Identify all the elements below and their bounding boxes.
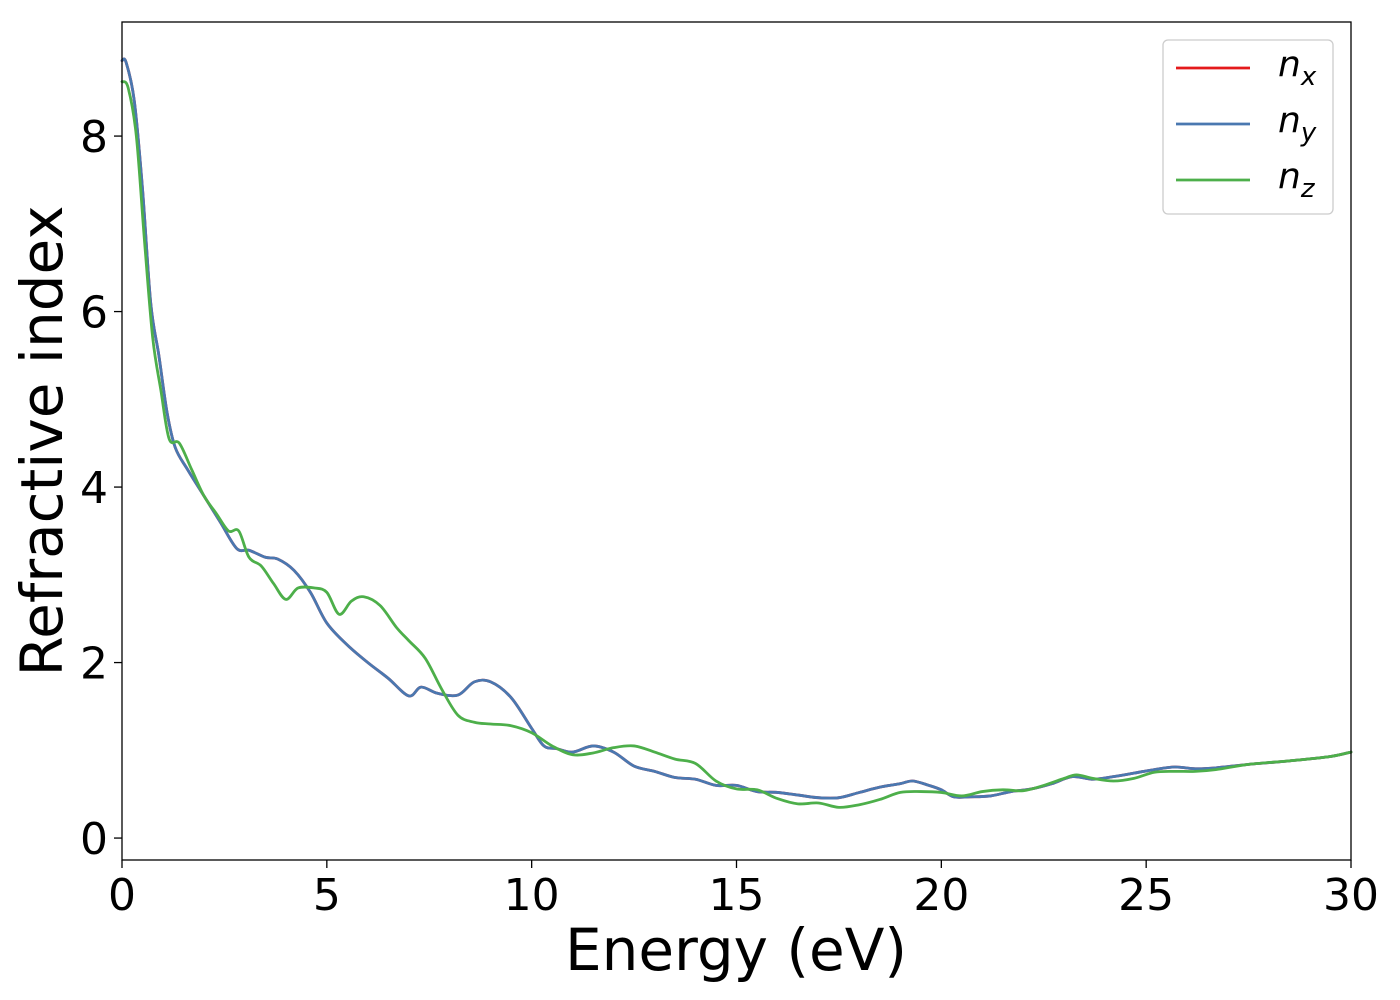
x-tick-label: 25 — [1118, 870, 1174, 921]
x-axis-label: Energy (eV) — [565, 916, 907, 984]
y-tick-label: 4 — [80, 463, 108, 514]
legend-label-n-z: nz — [1278, 156, 1316, 204]
x-tick-label: 30 — [1323, 870, 1379, 921]
x-tick-label: 0 — [108, 870, 136, 921]
y-tick-label: 2 — [80, 639, 108, 690]
legend-label-n-x: nx — [1278, 44, 1317, 92]
legend: nx ny nz — [1162, 39, 1334, 215]
series-line-n-z — [120, 80, 1353, 809]
x-tick-label: 15 — [709, 870, 765, 921]
legend-label-n-y: ny — [1278, 100, 1317, 148]
x-tick-label: 20 — [913, 870, 969, 921]
y-tick-label: 6 — [80, 288, 108, 339]
x-tick-label: 5 — [313, 870, 341, 921]
legend-frame — [1162, 39, 1334, 215]
y-tick-label: 8 — [80, 112, 108, 163]
x-tick-label: 10 — [504, 870, 560, 921]
y-tick-label: 0 — [80, 814, 108, 865]
y-axis-label: Refractive index — [8, 205, 76, 676]
